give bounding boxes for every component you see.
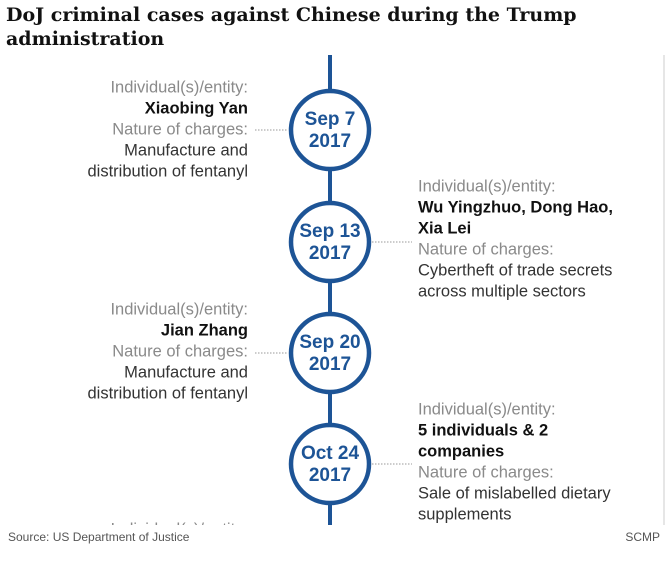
date: Sep 7 bbox=[305, 109, 356, 130]
charges-label: Nature of charges: bbox=[418, 240, 554, 258]
entity-label: Individual(s)/entity: bbox=[418, 400, 556, 418]
entity-name: Wu Yingzhuo, Dong Hao, bbox=[418, 198, 613, 216]
charges-label: Nature of charges: bbox=[112, 120, 248, 138]
date-circle bbox=[288, 200, 372, 284]
year: 2017 bbox=[309, 354, 351, 375]
timeline: Individual(s)/entity: Xiaobing Yan Nature … bbox=[87, 55, 613, 538]
entity-label: Individual(s)/entity: bbox=[418, 177, 556, 195]
date: Sep 13 bbox=[299, 221, 360, 242]
charges-text: Manufacture and bbox=[124, 141, 248, 159]
charges-text: Manufacture and bbox=[124, 363, 248, 381]
charges-text: Sale of mislabelled dietary bbox=[418, 484, 611, 502]
charges-text: distribution of fentanyl bbox=[87, 162, 248, 180]
title-line: administration bbox=[6, 28, 164, 50]
charges-text: across multiple sectors bbox=[418, 282, 586, 300]
brand: SCMP bbox=[625, 530, 660, 544]
charges-text: Cybertheft of trade secrets bbox=[418, 261, 612, 279]
date-circle bbox=[288, 88, 372, 172]
date-circle bbox=[288, 311, 372, 395]
entity-label: Individual(s)/entity: bbox=[110, 300, 248, 318]
title-line: DoJ criminal cases against Chinese durin… bbox=[6, 4, 577, 26]
entity-name: Xia Lei bbox=[418, 219, 471, 237]
source: Source: US Department of Justice bbox=[8, 530, 190, 544]
charges-label: Nature of charges: bbox=[112, 342, 248, 360]
entity-name: Xiaobing Yan bbox=[145, 99, 248, 117]
entity-name: companies bbox=[418, 442, 504, 460]
entity-label: Individual(s)/entity: bbox=[110, 78, 248, 96]
entity-name: Jian Zhang bbox=[161, 321, 248, 339]
year: 2017 bbox=[309, 131, 351, 152]
date-circle bbox=[288, 422, 372, 506]
charges-label: Nature of charges: bbox=[418, 463, 554, 481]
date: Oct 24 bbox=[301, 443, 360, 464]
entity-name: 5 individuals & 2 bbox=[418, 421, 548, 439]
year: 2017 bbox=[309, 465, 351, 486]
charges-text: supplements bbox=[418, 505, 512, 523]
date: Sep 20 bbox=[299, 332, 360, 353]
year: 2017 bbox=[309, 243, 351, 264]
entity-label: Individual(s)/entity: bbox=[110, 520, 248, 538]
charges-text: distribution of fentanyl bbox=[87, 384, 248, 402]
